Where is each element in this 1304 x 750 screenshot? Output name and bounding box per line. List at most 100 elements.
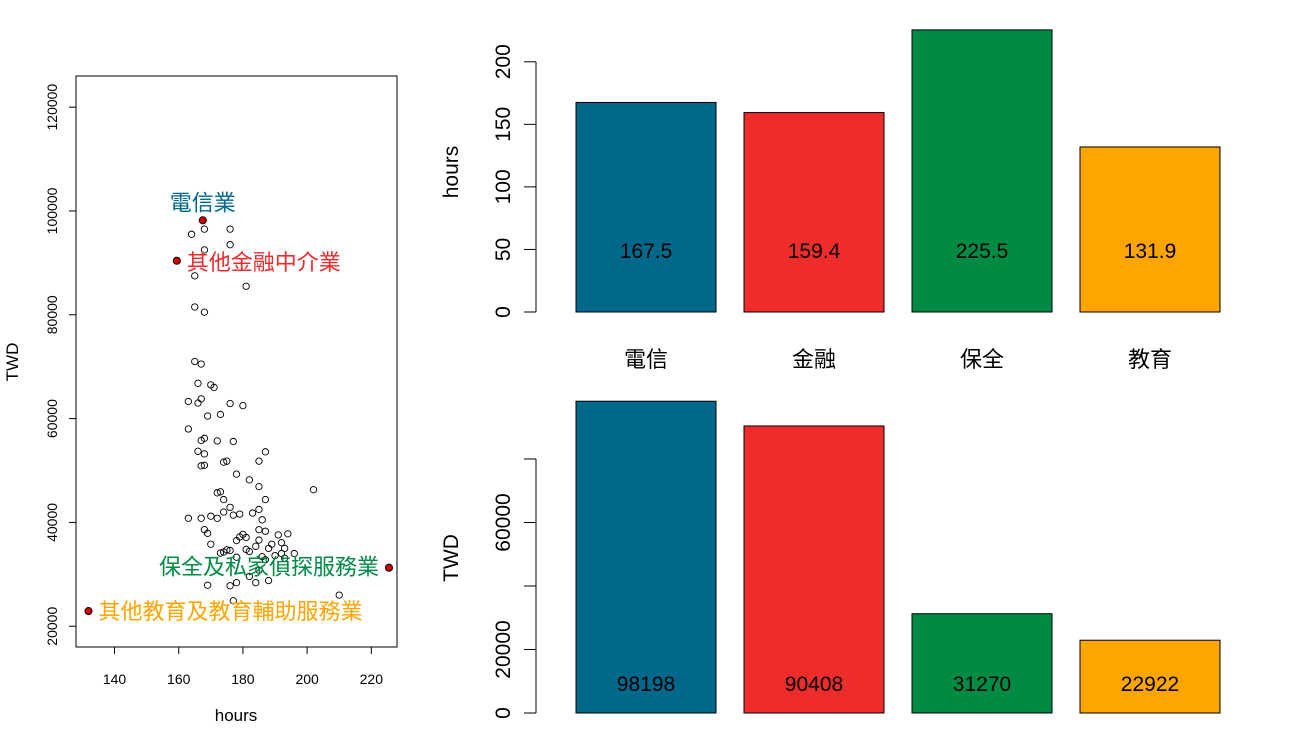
bar-value-label: 90408	[785, 673, 843, 696]
scatter-x-tick-label: 180	[231, 671, 255, 687]
bar-value-label: 159.4	[788, 240, 841, 263]
scatter-point	[271, 551, 279, 560]
scatter-point	[191, 357, 199, 366]
scatter-point	[264, 544, 273, 553]
scatter-point	[220, 508, 228, 516]
scatter-point	[226, 225, 234, 233]
scatter-point	[261, 527, 270, 535]
scatter-point	[232, 578, 241, 587]
twd-y-axis: 0 20000 60000	[492, 458, 537, 719]
hours-y-axis: 0 50 100 150 200	[492, 44, 537, 318]
scatter-point	[229, 597, 237, 605]
bar-category-label: 金融	[792, 347, 836, 372]
scatter-point	[184, 425, 193, 433]
scatter-point	[261, 448, 270, 456]
scatter-y-tick-label: 20000	[44, 607, 60, 646]
bar-category-label: 教育	[1128, 347, 1172, 372]
scatter-y-tick-label: 120000	[44, 84, 60, 131]
bar	[575, 400, 717, 714]
scatter-point	[213, 514, 221, 522]
scatter-point	[264, 576, 273, 585]
scatter-point	[197, 436, 205, 445]
scatter-point	[258, 516, 266, 524]
scatter-point	[280, 554, 289, 562]
bar-category-label: 保全	[960, 347, 1004, 372]
scatter-point	[226, 241, 234, 249]
highlight-point	[172, 256, 181, 265]
scatter-x-tick-label: 160	[167, 671, 191, 687]
scatter-point	[216, 410, 225, 419]
scatter-point	[207, 540, 215, 548]
bar-value-label: 31270	[953, 673, 1011, 696]
scatter-point	[274, 531, 282, 539]
bar	[575, 101, 717, 313]
scatter-point	[236, 510, 244, 518]
scatter-point	[197, 360, 205, 368]
scatter-point	[197, 514, 205, 522]
scatter-point	[255, 482, 263, 491]
bar	[1079, 639, 1221, 714]
scatter-point	[232, 536, 241, 545]
scatter-point	[200, 461, 209, 469]
highlight-label: 電信業	[170, 190, 236, 215]
hours-y-axis-label: hours	[440, 146, 463, 199]
scatter-point	[184, 397, 193, 406]
highlight-point	[198, 216, 207, 225]
scatter-axes: 140 160 180 200 220 20000 40000 60000 80000 10000…	[44, 84, 383, 687]
bar-y-tick-label: 0	[492, 707, 515, 719]
bar	[743, 112, 885, 313]
scatter-point	[242, 533, 250, 542]
scatter-point	[232, 470, 241, 478]
bar-value-label: 225.5	[956, 240, 1009, 263]
scatter-point	[223, 546, 231, 554]
scatter-point	[255, 566, 263, 574]
scatter-point	[290, 549, 298, 558]
highlight-point	[384, 563, 394, 572]
bar	[911, 613, 1053, 714]
scatter-point	[200, 225, 209, 233]
scatter-point	[255, 526, 263, 534]
scatter-point	[232, 553, 241, 561]
scatter-point	[194, 447, 202, 455]
scatter-point	[255, 536, 263, 544]
hours-bars: 167.5 電信 159.4 金融 225.5 保全 131.9 教育	[575, 29, 1221, 372]
bar-y-tick-label: 150	[492, 107, 515, 142]
scatter-point	[200, 308, 209, 316]
highlight-label: 保全及私家偵探服務業	[159, 555, 379, 580]
scatter-point	[255, 457, 263, 465]
scatter-point	[203, 529, 212, 537]
scatter-point	[210, 383, 218, 392]
bar-y-tick-label: 100	[492, 169, 515, 204]
scatter-point	[200, 246, 209, 254]
scatter-point	[226, 582, 234, 590]
scatter-point	[245, 547, 253, 556]
scatter-point	[309, 486, 318, 494]
scatter-point	[216, 488, 225, 496]
highlight-label: 其他教育及教育輔助服務業	[99, 599, 363, 624]
scatter-point	[242, 282, 250, 290]
scatter-point	[229, 437, 237, 446]
scatter-point	[213, 489, 221, 497]
scatter-point	[252, 542, 260, 550]
scatter-point	[226, 399, 234, 408]
scatter-point	[194, 379, 202, 387]
scatter-y-axis-label: TWD	[3, 343, 22, 382]
scatter-point	[223, 457, 231, 465]
scatter-y-tick-label: 80000	[44, 295, 60, 334]
bar-value-label: 131.9	[1124, 240, 1177, 263]
scatter-points	[184, 225, 343, 605]
scatter-panel: 140 160 180 200 220 20000 40000 60000 80000 10000…	[3, 75, 398, 725]
bar	[743, 425, 885, 714]
scatter-point	[245, 476, 253, 484]
scatter-y-tick-label: 100000	[44, 187, 60, 234]
bar	[911, 29, 1053, 313]
scatter-y-tick-label: 40000	[44, 503, 60, 542]
scatter-point	[184, 514, 193, 522]
scatter-point	[245, 572, 253, 581]
scatter-point	[229, 511, 237, 519]
bar-y-tick-label: 20000	[492, 620, 515, 678]
hours-bar-panel: 0 50 100 150 200 167.5 電信 159.4 金融 225.5 保全 131.9 教…	[440, 29, 1221, 372]
scatter-point	[194, 399, 202, 407]
scatter-x-tick-label: 140	[103, 671, 127, 687]
